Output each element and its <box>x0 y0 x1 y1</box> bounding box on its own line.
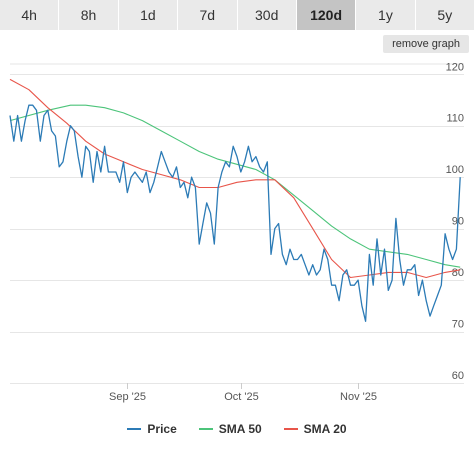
y-tick-label: 100 <box>446 164 464 176</box>
x-tick-label: Nov '25 <box>340 391 377 403</box>
legend-label-price: Price <box>147 422 177 436</box>
y-tick-label: 120 <box>446 61 464 73</box>
tab-1y[interactable]: 1y <box>356 0 416 30</box>
tab-30d[interactable]: 30d <box>237 0 297 30</box>
tab-5y[interactable]: 5y <box>415 0 474 30</box>
legend-swatch-price <box>127 428 142 430</box>
legend-item-sma50[interactable]: SMA 50 <box>198 421 262 437</box>
timeframe-tabs: 4h 8h 1d 7d 30d 120d 1y 5y <box>0 0 474 30</box>
remove-graph-button[interactable]: remove graph <box>383 35 469 53</box>
sma50-line <box>9 104 461 268</box>
y-tick-label: 110 <box>446 113 464 125</box>
tab-120d[interactable]: 120d <box>296 0 357 30</box>
legend-swatch-sma50 <box>198 428 213 430</box>
x-tick-label: Sep '25 <box>109 391 146 403</box>
chart-legend: Price SMA 50 SMA 20 <box>0 421 474 437</box>
tab-7d[interactable]: 7d <box>178 0 238 30</box>
price-line <box>9 104 461 322</box>
legend-swatch-sma20 <box>283 428 298 430</box>
tab-8h[interactable]: 8h <box>59 0 119 30</box>
legend-item-price[interactable]: Price <box>127 421 177 437</box>
tab-1d[interactable]: 1d <box>118 0 179 30</box>
sma20-line <box>9 78 461 279</box>
legend-label-sma50: SMA 50 <box>218 422 262 436</box>
y-tick-label: 70 <box>452 319 464 331</box>
legend-label-sma20: SMA 20 <box>303 422 347 436</box>
y-tick-label: 60 <box>452 370 464 382</box>
y-tick-label: 80 <box>452 267 464 279</box>
x-tick-label: Oct '25 <box>224 391 259 403</box>
tab-4h[interactable]: 4h <box>0 0 60 30</box>
legend-item-sma20[interactable]: SMA 20 <box>283 421 347 437</box>
